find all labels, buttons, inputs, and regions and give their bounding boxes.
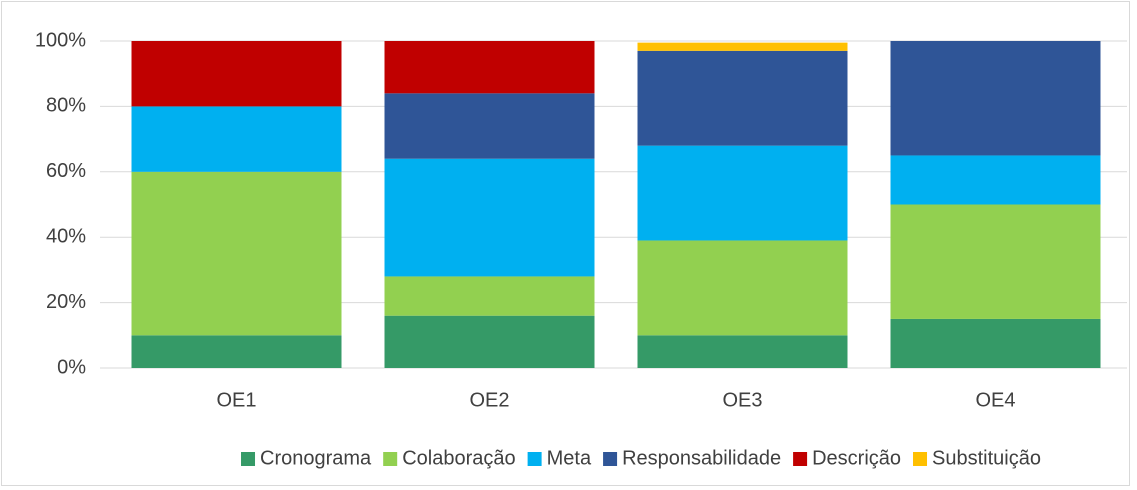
- bar-segment: [890, 204, 1101, 319]
- x-tick-label: OE1: [216, 389, 256, 411]
- bar-segment: [384, 276, 595, 316]
- legend-swatch: [913, 452, 928, 466]
- bar-segment: [384, 158, 595, 277]
- legend-label: Responsabilidade: [622, 447, 781, 469]
- bar-segment: [131, 335, 342, 368]
- bar-segment: [890, 41, 1101, 156]
- bar-segment: [890, 155, 1101, 205]
- x-tick-label: OE3: [722, 389, 762, 411]
- y-tick-label: 100%: [35, 29, 86, 51]
- legend-label: Descrição: [812, 447, 901, 469]
- bar-segment: [637, 335, 848, 368]
- y-tick-label: 20%: [46, 291, 86, 313]
- bar-segment: [637, 145, 848, 241]
- bar-segment: [384, 41, 595, 94]
- legend-label: Substituição: [932, 447, 1041, 469]
- legend-swatch: [603, 452, 618, 466]
- legend-label: Cronograma: [260, 447, 372, 469]
- bar-segment: [637, 240, 848, 336]
- bar-segment: [131, 41, 342, 107]
- y-tick-label: 60%: [46, 160, 86, 182]
- bar-segment: [637, 50, 848, 146]
- y-tick-label: 40%: [46, 225, 86, 247]
- legend-swatch: [383, 452, 398, 466]
- bar-segment: [131, 106, 342, 172]
- legend: Cronograma Colaboração Meta Responsabilidad…: [241, 447, 1041, 469]
- bar-segment: [384, 315, 595, 368]
- bar-segment: [890, 318, 1101, 368]
- bar-segment: [637, 42, 848, 51]
- y-tick-label: 80%: [46, 95, 86, 117]
- legend-swatch: [241, 452, 256, 466]
- legend-swatch: [527, 452, 542, 466]
- x-tick-label: OE2: [469, 389, 509, 411]
- legend-swatch: [793, 452, 808, 466]
- legend-label: Meta: [547, 447, 592, 469]
- bar-segment: [384, 93, 595, 159]
- legend-label: Colaboração: [402, 447, 515, 469]
- x-tick-label: OE4: [975, 389, 1015, 411]
- bar-segment: [131, 171, 342, 336]
- y-tick-label: 0%: [57, 356, 86, 378]
